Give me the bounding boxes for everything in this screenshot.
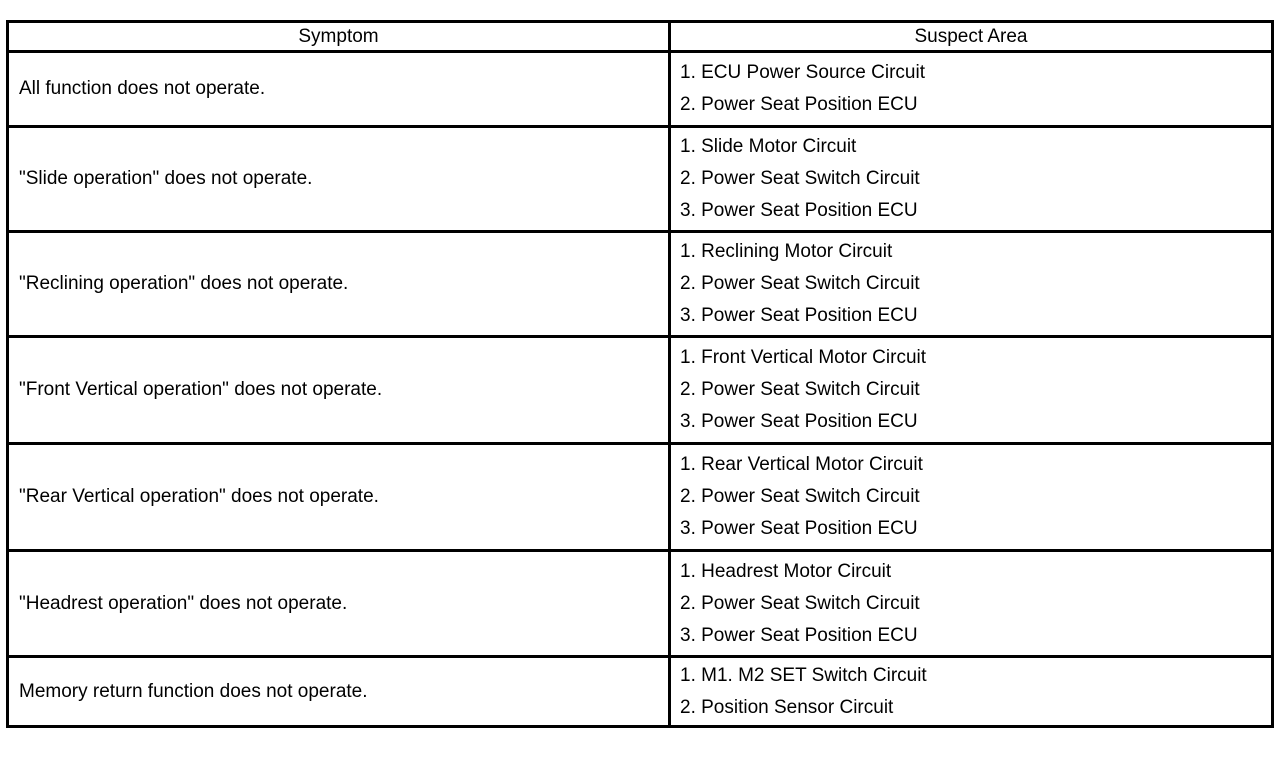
suspect-area-cell: 1. Rear Vertical Motor Circuit 2. Power S… bbox=[668, 442, 1274, 552]
table-row: "Rear Vertical operation" does not opera… bbox=[6, 442, 1274, 552]
suspect-area-cell: 1. Front Vertical Motor Circuit 2. Power … bbox=[668, 335, 1274, 445]
table-row: "Front Vertical operation" does not oper… bbox=[6, 335, 1274, 445]
header-symptom: Symptom bbox=[6, 20, 671, 53]
suspect-item: 3. Power Seat Position ECU bbox=[680, 200, 918, 221]
header-suspect-area: Suspect Area bbox=[668, 20, 1274, 53]
suspect-item: 1. M1. M2 SET Switch Circuit bbox=[680, 664, 927, 686]
symptom-cell: "Front Vertical operation" does not oper… bbox=[6, 335, 671, 445]
suspect-item: 1. Rear Vertical Motor Circuit bbox=[680, 454, 923, 475]
symptom-cell: "Reclining operation" does not operate. bbox=[6, 230, 671, 338]
symptom-cell: Memory return function does not operate. bbox=[6, 655, 671, 728]
suspect-item: 2. Power Seat Switch Circuit bbox=[680, 486, 920, 507]
symptom-cell: All function does not operate. bbox=[6, 50, 671, 128]
symptom-cell: "Rear Vertical operation" does not opera… bbox=[6, 442, 671, 552]
suspect-item: 1. Reclining Motor Circuit bbox=[680, 241, 893, 262]
suspect-item: 1. Front Vertical Motor Circuit bbox=[680, 347, 927, 368]
table-row: Memory return function does not operate.… bbox=[6, 655, 1274, 728]
suspect-item: 1. Slide Motor Circuit bbox=[680, 136, 857, 157]
table-row: All function does not operate. 1. ECU Pow… bbox=[6, 50, 1274, 128]
suspect-item: 2. Power Seat Switch Circuit bbox=[680, 592, 920, 614]
suspect-item: 3. Power Seat Position ECU bbox=[680, 624, 918, 646]
suspect-area-cell: 1. Reclining Motor Circuit 2. Power Seat … bbox=[668, 230, 1274, 338]
suspect-area-cell: 1. ECU Power Source Circuit 2. Power Seat… bbox=[668, 50, 1274, 128]
suspect-area-cell: 1. M1. M2 SET Switch Circuit 2. Position … bbox=[668, 655, 1274, 728]
symptom-cell: "Headrest operation" does not operate. bbox=[6, 549, 671, 658]
suspect-item: 2. Power Seat Position ECU bbox=[680, 94, 918, 115]
symptom-table: Symptom Suspect Area All function does n… bbox=[6, 20, 1274, 728]
suspect-area-cell: 1. Headrest Motor Circuit 2. Power Seat S… bbox=[668, 549, 1274, 658]
suspect-item: 2. Position Sensor Circuit bbox=[680, 696, 894, 718]
suspect-item: 2. Power Seat Switch Circuit bbox=[680, 379, 920, 400]
table-row: "Slide operation" does not operate. 1. Sl… bbox=[6, 125, 1274, 233]
table-row: "Headrest operation" does not operate. 1.… bbox=[6, 549, 1274, 658]
suspect-item: 3. Power Seat Position ECU bbox=[680, 518, 918, 539]
suspect-area-cell: 1. Slide Motor Circuit 2. Power Seat Swit… bbox=[668, 125, 1274, 233]
suspect-item: 1. Headrest Motor Circuit bbox=[680, 560, 892, 582]
header-row: Symptom Suspect Area bbox=[6, 20, 1274, 53]
table-row: "Reclining operation" does not operate. 1… bbox=[6, 230, 1274, 338]
suspect-item: 1. ECU Power Source Circuit bbox=[680, 62, 925, 83]
suspect-item: 3. Power Seat Position ECU bbox=[680, 411, 918, 432]
suspect-item: 3. Power Seat Position ECU bbox=[680, 305, 918, 326]
suspect-item: 2. Power Seat Switch Circuit bbox=[680, 168, 920, 189]
symptom-cell: "Slide operation" does not operate. bbox=[6, 125, 671, 233]
suspect-item: 2. Power Seat Switch Circuit bbox=[680, 273, 920, 294]
